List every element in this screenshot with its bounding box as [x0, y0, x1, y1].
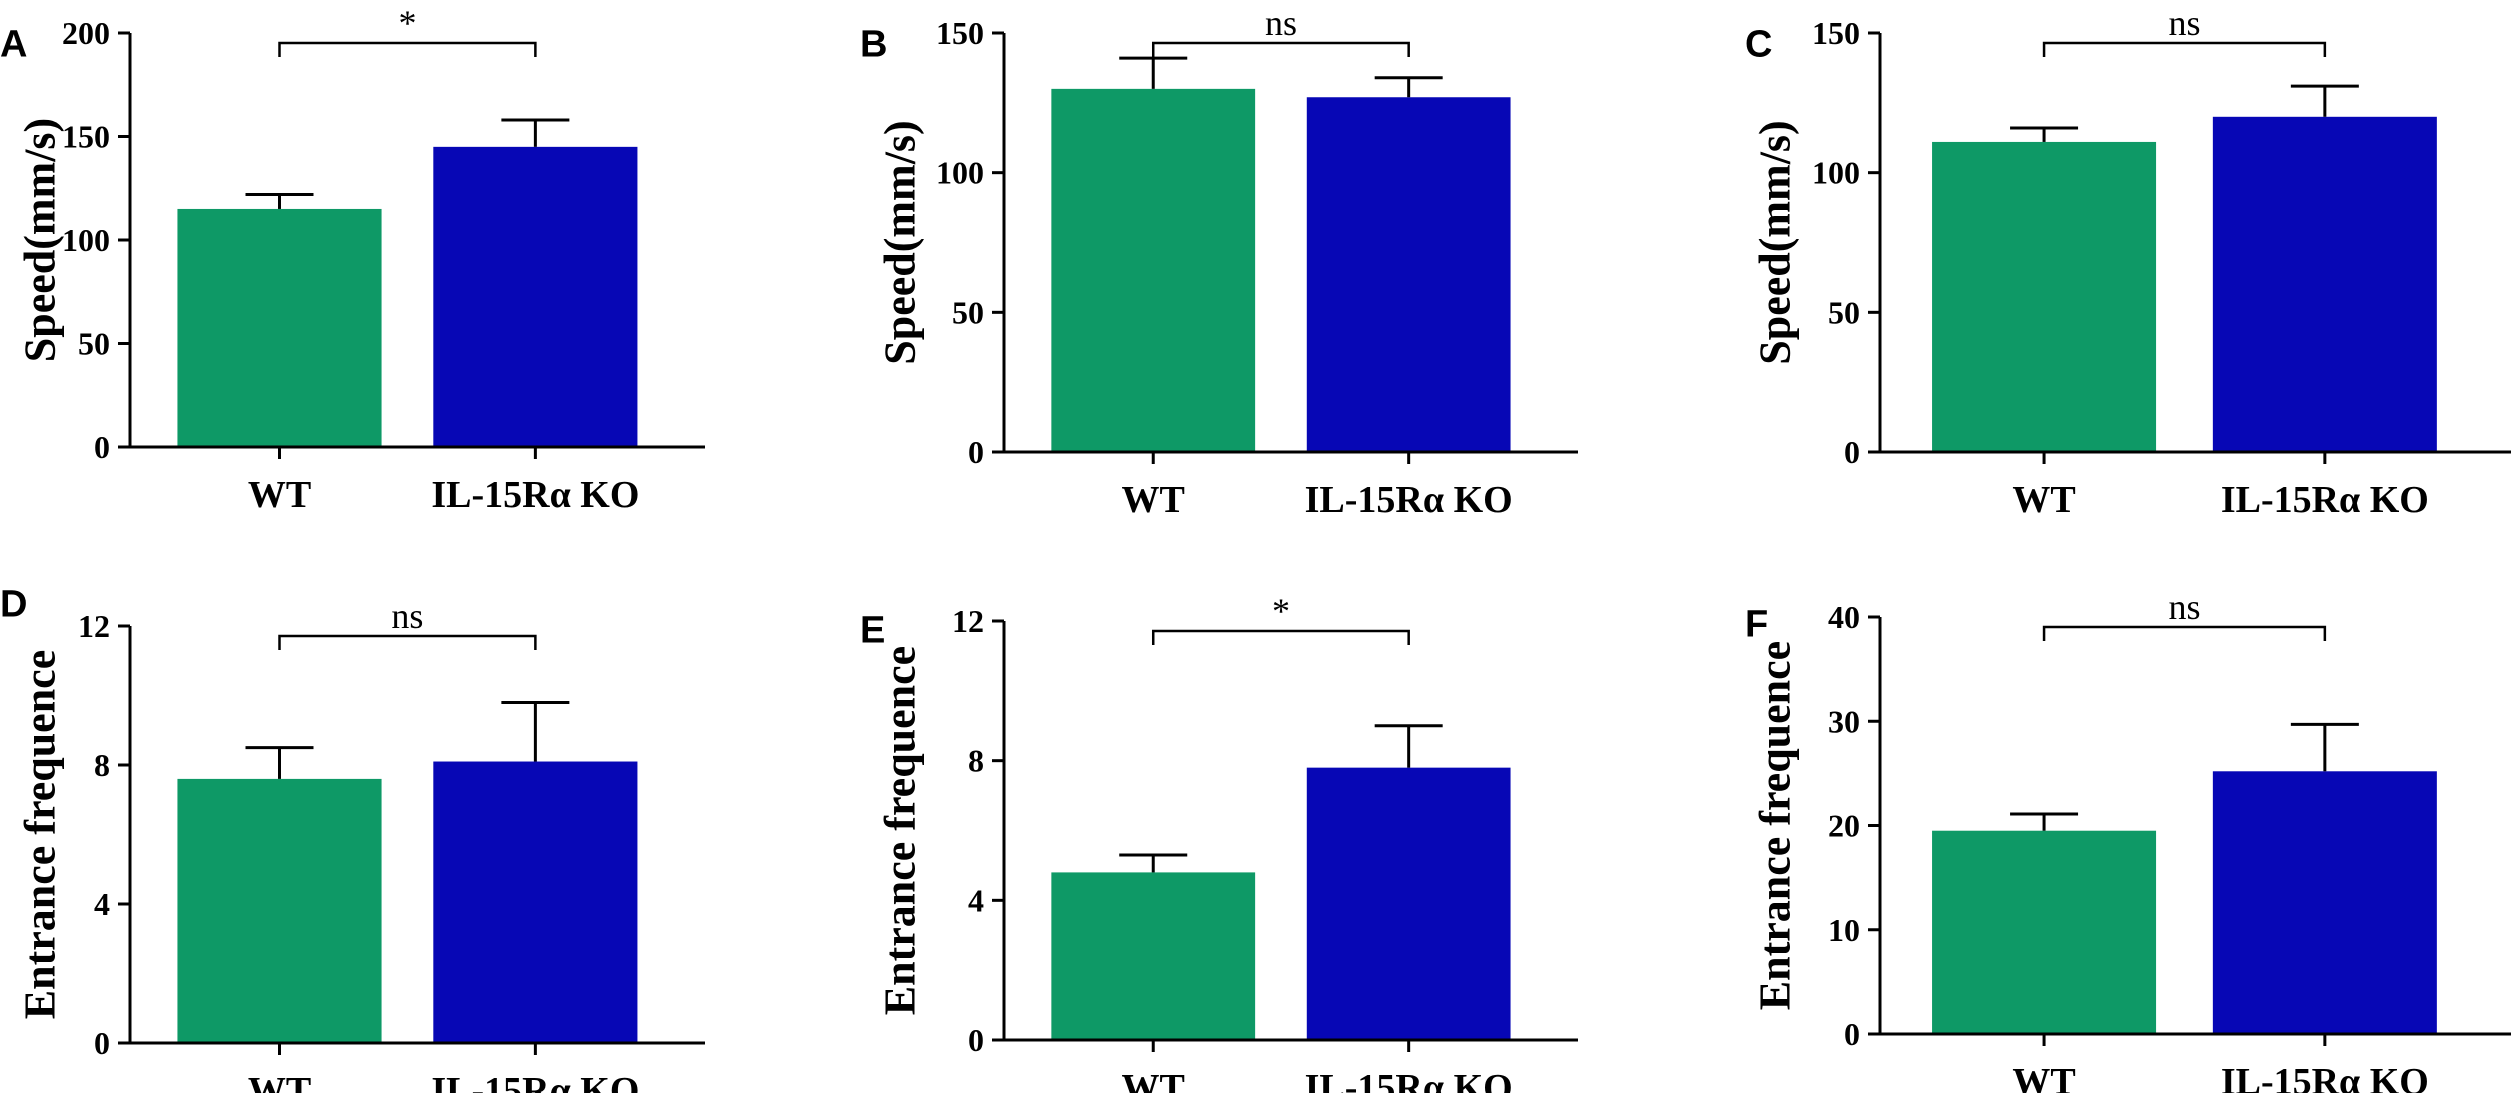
y-tick-label: 12 [952, 603, 984, 639]
bar-wt [1932, 830, 2157, 1034]
bar-il15ra-ko [2212, 771, 2437, 1034]
y-tick-label: 0 [1844, 1016, 1860, 1052]
significance-bracket [1151, 41, 1410, 57]
x-tick-label: IL-15Rα KO [431, 1070, 639, 1093]
x-tick-label: IL-15Rα KO [1305, 1067, 1513, 1093]
bar-il15ra-ko [1306, 97, 1511, 452]
bar-il15ra-ko [2212, 116, 2437, 453]
chart-panel-c: C WT IL-15Rα KO 0 50 100 150 Speed(mm/s) ns [1745, 3, 2511, 521]
y-tick-label: 150 [62, 119, 110, 155]
chart-panel-a: A WT IL-15Rα KO 0 50 100 150 200 Speed(mm/s) * [0, 3, 705, 516]
y-tick-label: 100 [936, 155, 984, 191]
x-tick-label: WT [248, 474, 311, 516]
y-tick-label: 30 [1828, 703, 1860, 739]
significance-bracket [278, 634, 537, 650]
bar-wt [1051, 88, 1256, 452]
x-tick-label: IL-15Rα KO [2221, 1061, 2429, 1093]
y-axis-label: Entrance frequence [16, 650, 65, 1019]
x-tick-label: IL-15Rα KO [2221, 479, 2429, 521]
y-tick-label: 12 [78, 608, 110, 644]
y-tick-label: 50 [952, 294, 984, 330]
y-tick-label: 40 [1828, 599, 1860, 635]
x-tick-label: IL-15Rα KO [1305, 479, 1513, 521]
bar-il15ra-ko [433, 146, 638, 447]
y-tick-label: 8 [968, 743, 984, 779]
x-tick-label: WT [248, 1070, 311, 1093]
y-tick-label: 0 [968, 434, 984, 470]
y-tick-label: 8 [94, 747, 110, 783]
x-tick-label: WT [2012, 1061, 2075, 1093]
y-tick-label: 50 [1828, 294, 1860, 330]
panel-label: C [1745, 23, 1772, 65]
bar-wt [1932, 141, 2157, 452]
y-tick-label: 100 [1812, 155, 1860, 191]
x-tick-label: IL-15Rα KO [431, 474, 639, 516]
y-tick-label: 150 [1812, 15, 1860, 51]
y-tick-label: 100 [62, 222, 110, 258]
chart-panel-f: F WT IL-15Rα KO 0 10 20 30 40 Entrance frequence… [1745, 587, 2511, 1093]
significance-label: ns [1265, 3, 1297, 43]
significance-label: ns [391, 596, 423, 636]
panel-label: B [860, 23, 887, 65]
chart-panel-d: D WT IL-15Rα KO 0 4 8 12 Entrance frequence ns [0, 583, 705, 1093]
y-tick-label: 50 [78, 326, 110, 362]
bar-wt [177, 778, 382, 1043]
y-tick-label: 4 [94, 886, 110, 922]
y-tick-label: 0 [968, 1022, 984, 1058]
panel-label: D [0, 583, 27, 625]
y-axis-label: Speed(mm/s) [1751, 120, 1800, 364]
bar-il15ra-ko [433, 761, 638, 1043]
significance-bracket [2042, 41, 2327, 57]
x-tick-label: WT [1122, 479, 1185, 521]
y-axis-label: Speed(mm/s) [876, 120, 925, 364]
significance-bracket [2042, 625, 2327, 641]
significance-label: ns [2168, 3, 2200, 43]
y-tick-label: 200 [62, 15, 110, 51]
significance-label: * [1272, 591, 1290, 631]
significance-bracket [1151, 629, 1410, 645]
bar-il15ra-ko [1306, 767, 1511, 1040]
significance-label: * [398, 3, 416, 43]
y-tick-label: 10 [1828, 912, 1860, 948]
chart-panel-e: E WT IL-15Rα KO 0 4 8 12 Entrance frequence * [860, 591, 1578, 1093]
significance-bracket [278, 41, 537, 57]
bar-wt [1051, 872, 1256, 1040]
significance-label: ns [2168, 587, 2200, 627]
bar-wt [177, 208, 382, 447]
chart-panel-b: B WT IL-15Rα KO 0 50 100 150 Speed(mm/s) ns [860, 3, 1578, 521]
x-tick-label: WT [1122, 1067, 1185, 1093]
y-tick-label: 4 [968, 882, 984, 918]
x-tick-label: WT [2012, 479, 2075, 521]
y-axis-label: Entrance frequence [876, 646, 925, 1015]
y-tick-label: 0 [94, 1025, 110, 1061]
y-tick-label: 0 [1844, 434, 1860, 470]
y-axis-label: Speed(mm/s) [16, 118, 65, 362]
y-tick-label: 0 [94, 429, 110, 465]
y-tick-label: 20 [1828, 808, 1860, 844]
panel-label: E [860, 609, 885, 651]
y-axis-label: Entrance frequence [1751, 641, 1800, 1010]
panel-label: A [0, 23, 27, 65]
y-tick-label: 150 [936, 15, 984, 51]
panel-label: F [1745, 603, 1768, 645]
